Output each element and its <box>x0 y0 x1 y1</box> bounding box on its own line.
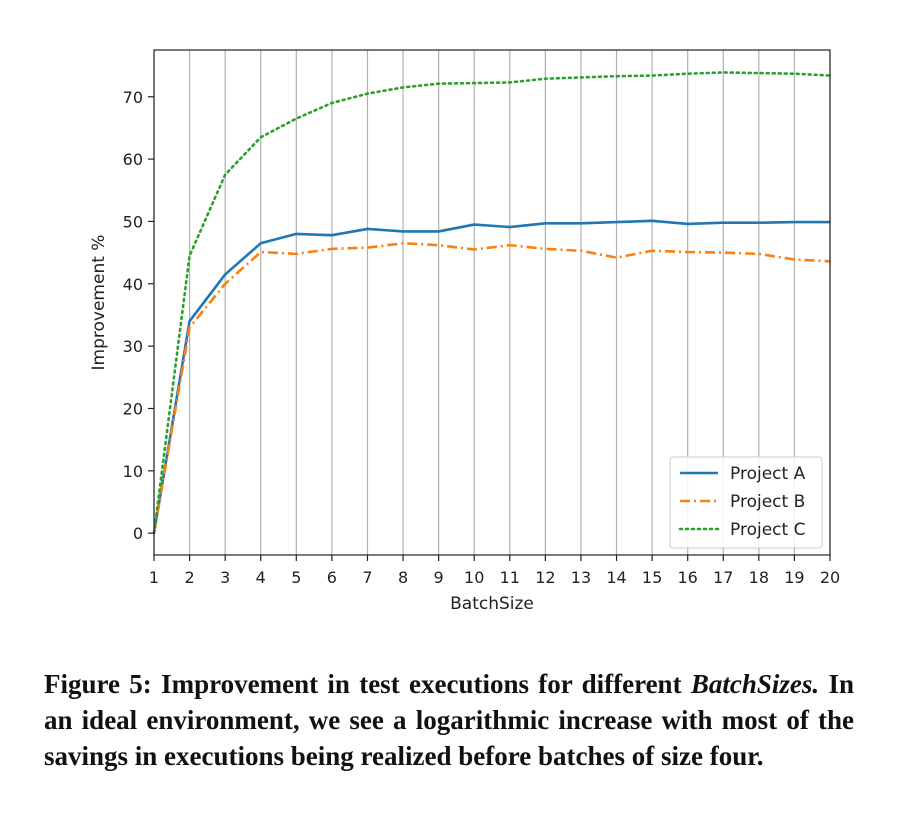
grid-lines <box>153 50 831 555</box>
x-axis-title: BatchSize <box>450 594 534 614</box>
x-tick-label: 5 <box>291 568 301 587</box>
x-tick-label: 20 <box>820 568 840 587</box>
x-tick-label: 3 <box>220 568 230 587</box>
caption-emphasis: BatchSizes. <box>690 669 820 699</box>
x-tick-label: 8 <box>398 568 408 587</box>
line-chart: 1 2 3 4 5 6 7 8 9 10 11 12 13 14 15 16 17 18 19 20 01020304… <box>89 49 840 614</box>
y-tick-label: 30 <box>123 337 143 356</box>
y-tick-label: 50 <box>123 212 143 231</box>
x-tick-label: 1 <box>149 568 159 587</box>
plot-frame <box>153 49 831 556</box>
legend: Project A Project B Project C <box>669 456 823 549</box>
x-tick-label: 7 <box>362 568 372 587</box>
y-axis-title: Improvement % <box>89 235 109 371</box>
x-axis-ticks: 1 2 3 4 5 6 7 8 9 10 11 12 13 14 15 16 17 18 19 20 <box>149 555 840 587</box>
y-axis-ticks: 0 10 20 30 40 50 60 70 <box>123 88 154 543</box>
series-line-project-a <box>152 219 830 534</box>
x-tick-label: 6 <box>327 568 337 587</box>
x-tick-label: 2 <box>184 568 194 587</box>
x-tick-label: 14 <box>606 568 626 587</box>
legend-box <box>669 456 823 549</box>
x-tick-label: 11 <box>500 568 520 587</box>
series-line-project-b <box>152 241 831 534</box>
y-tick-label: 20 <box>123 399 143 418</box>
x-tick-label: 17 <box>713 568 733 587</box>
figure-caption: Figure 5: Improvement in test executions… <box>44 666 854 774</box>
series-line-project-c <box>152 71 832 535</box>
y-tick-label: 70 <box>123 88 143 107</box>
legend-label: Project B <box>730 492 805 512</box>
x-tick-label: 10 <box>464 568 484 587</box>
x-tick-label: 13 <box>571 568 591 587</box>
x-tick-label: 4 <box>256 568 266 587</box>
caption-body: In an ideal environment, we see a logari… <box>44 669 854 771</box>
x-tick-label: 19 <box>784 568 804 587</box>
y-tick-label: 0 <box>133 524 143 543</box>
y-tick-label: 60 <box>123 150 143 169</box>
legend-label: Project A <box>730 464 806 484</box>
axes <box>153 49 831 556</box>
caption-lead: Figure 5: Improvement in test executions… <box>44 669 691 699</box>
x-tick-label: 16 <box>678 568 698 587</box>
y-tick-label: 40 <box>123 275 143 294</box>
x-tick-label: 9 <box>434 568 444 587</box>
legend-label: Project C <box>730 520 805 540</box>
x-tick-label: 15 <box>642 568 662 587</box>
series-lines <box>152 71 832 535</box>
x-tick-label: 12 <box>535 568 555 587</box>
y-tick-label: 10 <box>123 462 143 481</box>
x-tick-label: 18 <box>749 568 769 587</box>
